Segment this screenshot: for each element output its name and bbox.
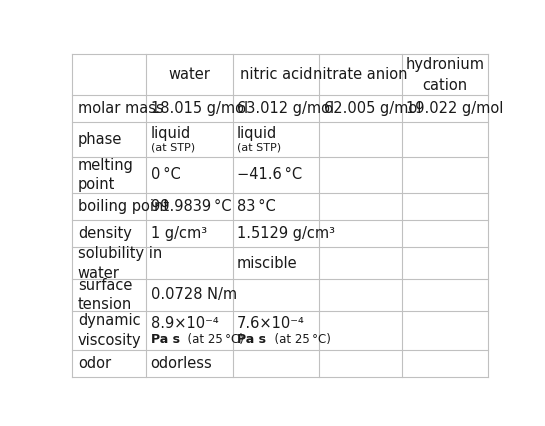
Text: 99.9839 °C: 99.9839 °C: [150, 199, 231, 214]
Text: 18.015 g/mol: 18.015 g/mol: [150, 101, 247, 116]
Text: 83 °C: 83 °C: [237, 199, 276, 214]
Text: surface
tension: surface tension: [78, 277, 132, 312]
Text: odor: odor: [78, 356, 111, 371]
Text: dynamic
viscosity: dynamic viscosity: [78, 313, 142, 348]
Text: liquid: liquid: [237, 126, 277, 141]
Text: (at 25 °C): (at 25 °C): [180, 333, 244, 345]
Text: 1.5129 g/cm³: 1.5129 g/cm³: [237, 226, 335, 241]
Text: −41.6 °C: −41.6 °C: [237, 167, 302, 182]
Text: 0.0728 N/m: 0.0728 N/m: [150, 288, 237, 302]
Text: density: density: [78, 226, 132, 241]
Text: (at 25 °C): (at 25 °C): [267, 333, 331, 345]
Text: nitric acid: nitric acid: [240, 67, 312, 82]
Text: liquid: liquid: [150, 126, 191, 141]
Text: phase: phase: [78, 132, 122, 147]
Text: melting
point: melting point: [78, 158, 134, 192]
Text: solubility in
water: solubility in water: [78, 246, 162, 281]
Text: hydronium
cation: hydronium cation: [405, 57, 485, 92]
Text: 19.022 g/mol: 19.022 g/mol: [406, 101, 504, 116]
Text: (at STP): (at STP): [150, 142, 195, 153]
Text: 1 g/cm³: 1 g/cm³: [150, 226, 207, 241]
Text: 62.005 g/mol: 62.005 g/mol: [324, 101, 421, 116]
Text: water: water: [168, 67, 210, 82]
Text: (at STP): (at STP): [237, 142, 281, 153]
Text: 63.012 g/mol: 63.012 g/mol: [237, 101, 334, 116]
Text: nitrate anion: nitrate anion: [313, 67, 408, 82]
Text: odorless: odorless: [150, 356, 213, 371]
Text: miscible: miscible: [237, 256, 298, 271]
Text: boiling point: boiling point: [78, 199, 169, 214]
Text: 0 °C: 0 °C: [150, 167, 180, 182]
Text: Pa s: Pa s: [237, 333, 266, 345]
Text: Pa s: Pa s: [150, 333, 179, 345]
Text: 7.6×10⁻⁴: 7.6×10⁻⁴: [237, 316, 305, 331]
Text: molar mass: molar mass: [78, 101, 164, 116]
Text: 8.9×10⁻⁴: 8.9×10⁻⁴: [150, 316, 218, 331]
